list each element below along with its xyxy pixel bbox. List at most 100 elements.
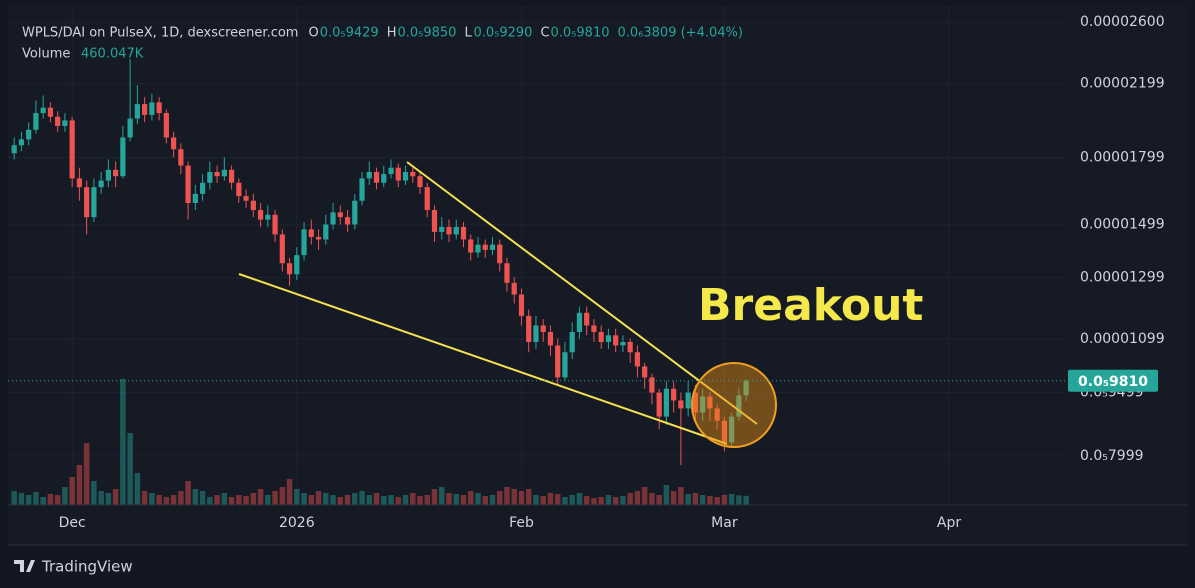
candle-body	[395, 167, 401, 181]
candle-body	[729, 416, 735, 443]
candle-body	[424, 187, 430, 211]
volume-bar	[743, 495, 749, 505]
volume-bar	[221, 493, 228, 505]
volume-bar	[265, 495, 271, 505]
candle-body	[547, 331, 554, 346]
volume-bar	[228, 497, 235, 505]
candle-body	[272, 214, 278, 235]
volume-bar	[315, 491, 322, 505]
pane	[8, 6, 1188, 545]
candle-body	[149, 102, 155, 115]
candle-body	[518, 294, 525, 316]
candle-body	[323, 224, 329, 240]
candle-body	[315, 236, 322, 240]
candle-body	[540, 325, 546, 332]
volume-bar	[381, 496, 387, 505]
volume-bar	[272, 491, 278, 505]
volume-bar	[431, 489, 438, 505]
volume-bar	[446, 493, 452, 505]
candle-body	[265, 214, 271, 220]
ohlc-value: 0.0₅9850	[397, 26, 456, 41]
volume-bar	[511, 489, 517, 505]
ohlc-value: 0.0₅9429	[320, 26, 379, 41]
candle-body	[33, 113, 39, 130]
volume-bar	[279, 487, 286, 505]
candle-body	[605, 335, 612, 342]
candle-body	[446, 226, 452, 235]
candle-body	[489, 244, 496, 250]
volume-bar	[591, 498, 597, 505]
candle-body	[504, 263, 510, 283]
y-tick-label: 0.00001099	[1080, 331, 1165, 347]
candle-body	[91, 187, 97, 218]
volume-label: Volume	[22, 47, 70, 62]
candle-body	[26, 129, 32, 140]
volume-bar	[192, 489, 199, 505]
candle-body	[656, 392, 662, 417]
volume-bar	[294, 489, 300, 505]
volume-bar	[178, 491, 184, 505]
y-tick-label: 0.00001799	[1080, 150, 1165, 166]
volume-bar	[410, 493, 416, 505]
lower-trendline	[238, 273, 728, 445]
change: 0.0₆3809 (+4.04%)	[618, 26, 743, 41]
candle-body	[439, 226, 445, 232]
volume-bar	[352, 493, 358, 505]
x-tick-label: 2026	[279, 515, 315, 531]
volume-bar	[489, 495, 496, 505]
candle-body	[199, 182, 206, 194]
volume-bar	[547, 493, 554, 505]
candle-body	[207, 171, 213, 183]
candle-body	[649, 377, 655, 393]
price-label: 0.0₅9810	[1078, 374, 1148, 390]
volume-bar	[373, 493, 380, 505]
candle-body	[707, 396, 713, 409]
volume-bar	[525, 489, 532, 505]
volume-bar	[83, 443, 90, 505]
volume-value: 460.047K	[81, 47, 144, 62]
volume-bar	[663, 485, 670, 505]
volume-bar	[504, 487, 510, 505]
candle-body	[337, 212, 343, 218]
candle-body	[286, 263, 293, 275]
volume-bar	[453, 494, 459, 505]
volume-bar	[438, 487, 445, 505]
brand: TradingView	[14, 558, 133, 576]
candle-body	[555, 345, 561, 378]
ohlc-key: L	[464, 26, 472, 41]
volume-bar	[678, 487, 684, 505]
candle-body	[736, 395, 742, 417]
ohlc-value: 0.0₅9810	[551, 26, 610, 41]
candle-body	[482, 244, 488, 250]
volume-bar	[540, 496, 546, 505]
candle-body	[127, 118, 133, 138]
volume-bar	[395, 497, 402, 505]
y-tick-label: 0.00001299	[1080, 269, 1165, 285]
candle-body	[47, 107, 54, 117]
brand-name: TradingView	[41, 558, 133, 576]
volume-bar	[496, 491, 503, 505]
volume-bar	[170, 495, 177, 505]
volume-bar	[692, 493, 699, 505]
candle-body	[156, 102, 162, 114]
volume-bar	[359, 491, 365, 505]
volume-bar	[402, 495, 409, 505]
candle-body	[142, 104, 148, 115]
candle-body	[84, 187, 90, 218]
volume-bar	[163, 497, 170, 505]
candle-body	[598, 331, 604, 342]
candle-body	[663, 388, 670, 417]
volume-bar	[424, 495, 431, 505]
candle-body	[569, 331, 575, 353]
candle-body	[113, 169, 119, 177]
candle-body	[613, 335, 619, 346]
candle-body	[294, 255, 300, 275]
candle-body	[243, 196, 249, 201]
candle-body	[236, 182, 242, 197]
candle-body	[214, 171, 220, 177]
volume-bar	[214, 495, 220, 505]
candle-layer	[11, 59, 749, 466]
volume-bar	[366, 495, 373, 505]
y-tick-label: 0.00001499	[1080, 217, 1165, 233]
